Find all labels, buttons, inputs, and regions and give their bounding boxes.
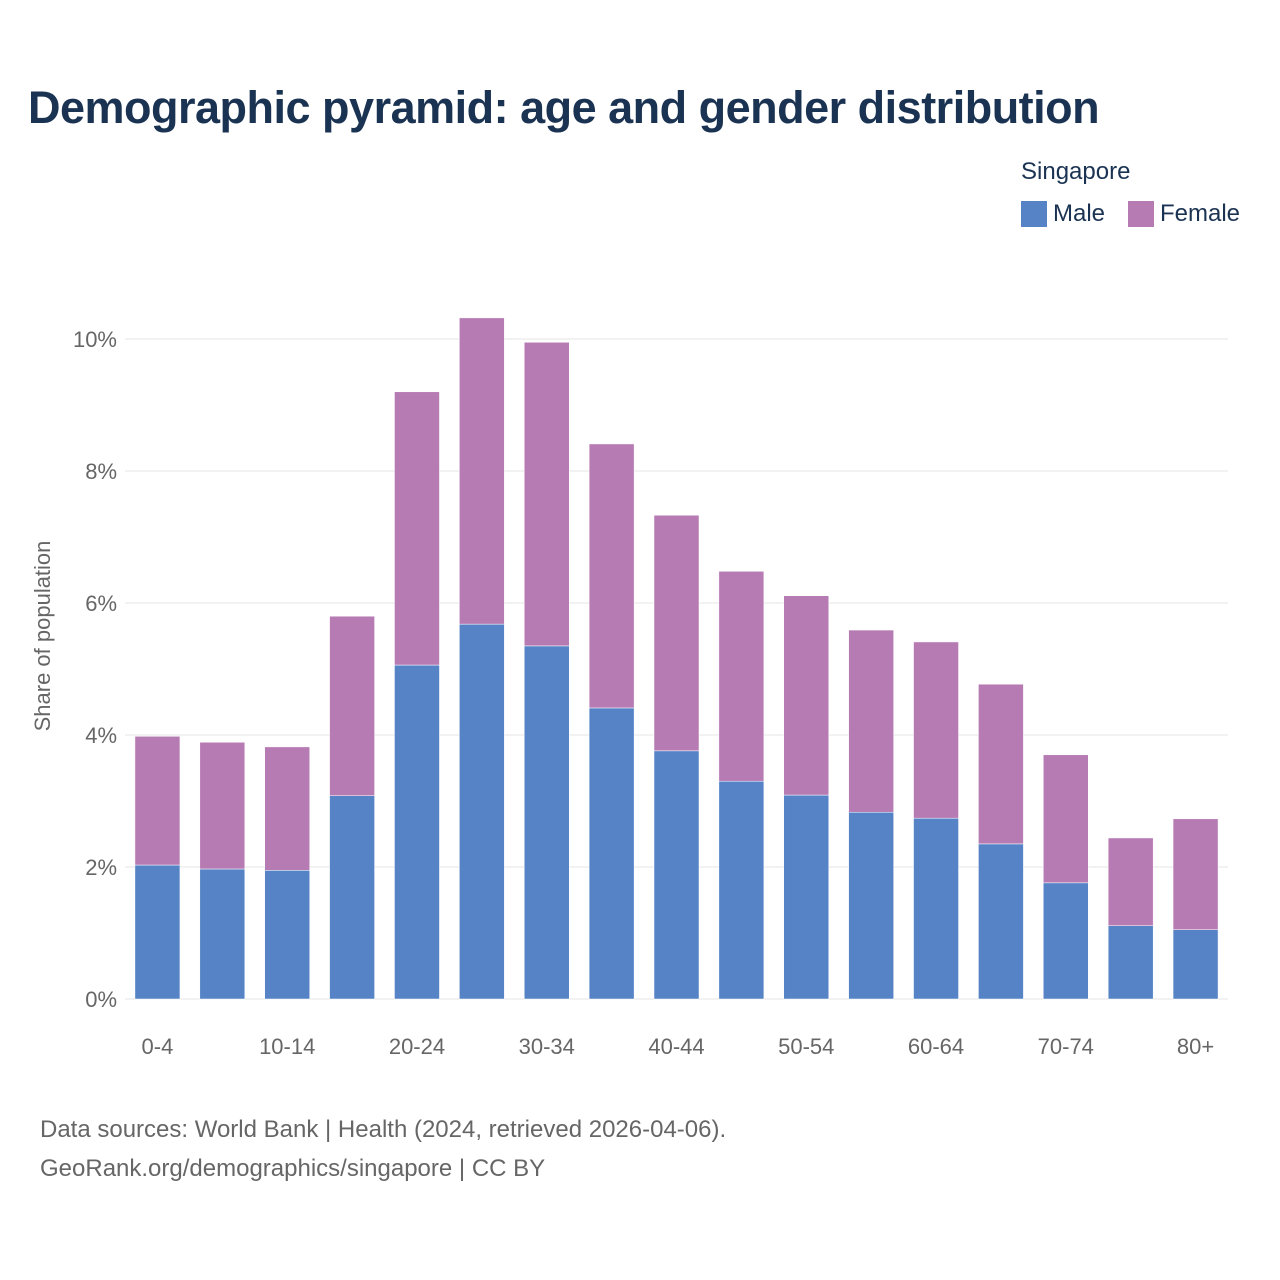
y-tick-label: 4% bbox=[85, 723, 117, 748]
bar-male-35-39 bbox=[588, 707, 635, 1000]
bar-female-65-69 bbox=[978, 683, 1024, 845]
bar-female-15-19 bbox=[329, 615, 375, 796]
bar-male-70-74 bbox=[1043, 882, 1089, 1000]
bar-male-0-4 bbox=[134, 864, 181, 1000]
bar-female-55-59 bbox=[848, 629, 894, 813]
bar-male-45-49 bbox=[718, 780, 765, 1000]
x-tick-label: 50-54 bbox=[778, 1034, 834, 1059]
bar-female-75-79 bbox=[1107, 837, 1154, 926]
legend-label-male: Male bbox=[1053, 200, 1106, 227]
x-tick-label: 70-74 bbox=[1038, 1034, 1094, 1059]
bar-female-35-39 bbox=[588, 443, 635, 709]
bar-female-60-64 bbox=[913, 641, 959, 819]
x-tick-label: 40-44 bbox=[648, 1034, 704, 1059]
legend-swatch-female bbox=[1128, 201, 1154, 227]
bar-male-25-29 bbox=[459, 623, 505, 1000]
y-tick-label: 2% bbox=[85, 855, 117, 880]
footer-credit: GeoRank.org/demographics/singapore | CC … bbox=[40, 1155, 546, 1182]
legend-title: Singapore bbox=[1021, 158, 1131, 185]
bar-female-0-4 bbox=[134, 736, 181, 866]
bar-male-20-24 bbox=[394, 664, 440, 1000]
chart-title: Demographic pyramid: age and gender dist… bbox=[28, 82, 1100, 133]
y-tick-label: 0% bbox=[85, 987, 117, 1012]
x-tick-label: 30-34 bbox=[519, 1034, 575, 1059]
x-tick-label: 60-64 bbox=[908, 1034, 964, 1059]
bar-male-55-59 bbox=[848, 811, 894, 1000]
bar-female-25-29 bbox=[459, 317, 505, 625]
bar-female-45-49 bbox=[718, 571, 765, 782]
x-tick-label: 80+ bbox=[1177, 1034, 1214, 1059]
y-tick-label: 8% bbox=[85, 459, 117, 484]
bar-male-5-9 bbox=[199, 868, 246, 1000]
bar-male-30-34 bbox=[523, 645, 570, 1000]
y-tick-label: 10% bbox=[73, 327, 117, 352]
bar-male-65-69 bbox=[978, 843, 1024, 1000]
legend-swatch-male bbox=[1021, 201, 1047, 227]
bar-female-50-54 bbox=[783, 595, 830, 796]
y-axis-label: Share of population bbox=[30, 541, 55, 732]
bar-female-40-44 bbox=[653, 514, 700, 752]
legend-item-male[interactable]: Male bbox=[1021, 200, 1105, 228]
legend-item-female[interactable]: Female bbox=[1128, 200, 1240, 228]
x-tick-label: 0-4 bbox=[142, 1034, 174, 1059]
bar-male-75-79 bbox=[1107, 925, 1154, 1000]
bar-female-5-9 bbox=[199, 742, 246, 870]
bar-male-15-19 bbox=[329, 795, 375, 1000]
bar-female-20-24 bbox=[394, 391, 440, 666]
footer-sources: Data sources: World Bank | Health (2024,… bbox=[40, 1116, 727, 1143]
bar-male-50-54 bbox=[783, 794, 830, 1000]
bar-female-10-14 bbox=[264, 746, 310, 871]
x-tick-label: 20-24 bbox=[389, 1034, 445, 1059]
bar-female-80+ bbox=[1172, 818, 1219, 930]
legend-label-female: Female bbox=[1160, 200, 1241, 227]
bar-female-70-74 bbox=[1043, 754, 1089, 884]
x-tick-label: 10-14 bbox=[259, 1034, 315, 1059]
bar-male-60-64 bbox=[913, 817, 959, 1000]
bar-male-80+ bbox=[1172, 929, 1219, 1000]
bar-male-10-14 bbox=[264, 870, 310, 1000]
y-tick-label: 6% bbox=[85, 591, 117, 616]
bar-female-30-34 bbox=[523, 342, 570, 647]
bar-male-40-44 bbox=[653, 750, 700, 1000]
